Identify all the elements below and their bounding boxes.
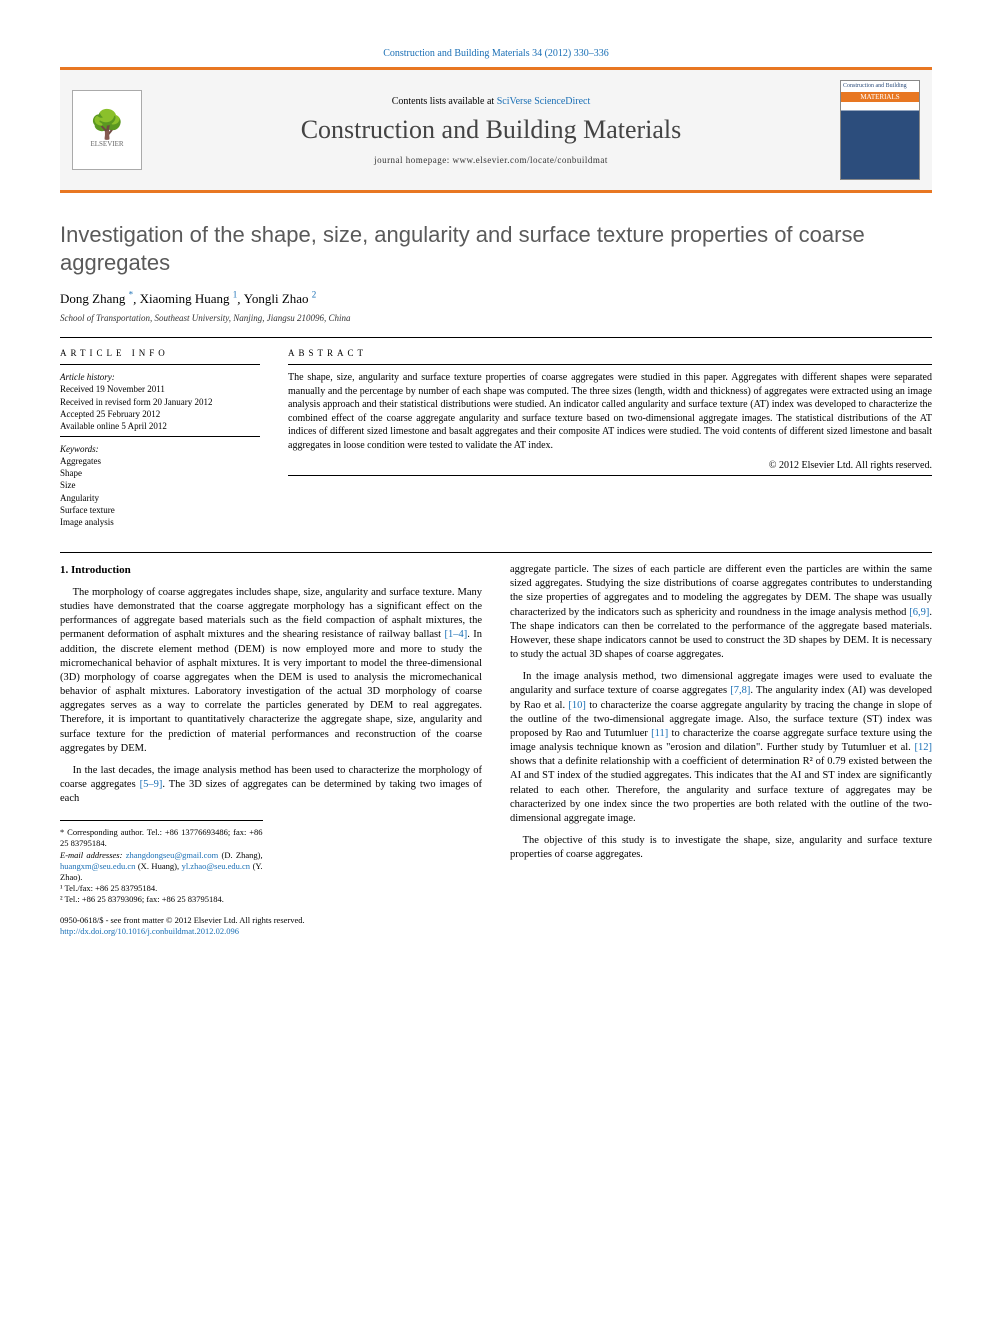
history-revised: Received in revised form 20 January 2012 — [60, 397, 212, 407]
body-paragraph: The objective of this study is to invest… — [510, 834, 932, 862]
corresponding-author-note: * Corresponding author. Tel.: +86 137766… — [60, 827, 263, 849]
body-paragraph: The morphology of coarse aggregates incl… — [60, 586, 482, 756]
body-text: 1. Introduction The morphology of coarse… — [60, 563, 932, 905]
publisher-name: ELSEVIER — [90, 140, 123, 148]
author-3: Yongli Zhao 2 — [244, 291, 317, 306]
divider — [60, 552, 932, 553]
body-paragraph: In the last decades, the image analysis … — [60, 764, 482, 807]
citation-link[interactable]: [12] — [915, 742, 933, 753]
citation-link[interactable]: [10] — [568, 700, 586, 711]
journal-masthead: 🌳 ELSEVIER Contents lists available at S… — [60, 67, 932, 193]
abstract-column: ABSTRACT The shape, size, angularity and… — [288, 348, 932, 528]
journal-name: Construction and Building Materials — [142, 115, 840, 145]
email-who: (X. Huang) — [138, 861, 177, 871]
journal-homepage-line: journal homepage: www.elsevier.com/locat… — [142, 155, 840, 165]
email-label: E-mail addresses: — [60, 850, 126, 860]
keyword-item: Aggregates — [60, 456, 101, 466]
email-who: (D. Zhang) — [222, 850, 261, 860]
keyword-item: Size — [60, 480, 76, 490]
author-2-mark[interactable]: 1 — [233, 290, 238, 300]
contents-available-line: Contents lists available at SciVerse Sci… — [142, 96, 840, 107]
keyword-item: Angularity — [60, 493, 99, 503]
citation-link[interactable]: [1–4] — [444, 629, 467, 640]
keywords-label: Keywords: — [60, 444, 99, 454]
footnote-2: ² Tel.: +86 25 83793096; fax: +86 25 837… — [60, 894, 263, 905]
abstract-copyright: © 2012 Elsevier Ltd. All rights reserved… — [288, 460, 932, 471]
affiliation: School of Transportation, Southeast Univ… — [60, 313, 932, 323]
history-received: Received 19 November 2011 — [60, 384, 165, 394]
article-info-column: ARTICLE INFO Article history: Received 1… — [60, 348, 260, 528]
author-list: Dong Zhang *, Xiaoming Huang 1, Yongli Z… — [60, 290, 932, 307]
article-title: Investigation of the shape, size, angula… — [60, 221, 932, 276]
journal-cover-thumbnail: Construction and Building MATERIALS — [840, 80, 920, 180]
elsevier-tree-icon: 🌳 — [90, 112, 125, 140]
email-link[interactable]: zhangdongseu@gmail.com — [126, 850, 219, 860]
email-link[interactable]: huangxm@seu.edu.cn — [60, 861, 135, 871]
author-2: Xiaoming Huang 1 — [140, 291, 238, 306]
issn-line: 0950-0618/$ - see front matter © 2012 El… — [60, 915, 305, 926]
keyword-item: Surface texture — [60, 505, 115, 515]
body-paragraph: In the image analysis method, two dimens… — [510, 670, 932, 826]
citation-link[interactable]: [7,8] — [730, 685, 750, 696]
keyword-item: Image analysis — [60, 517, 114, 527]
body-paragraph: aggregate particle. The sizes of each pa… — [510, 563, 932, 662]
author-3-mark[interactable]: 2 — [312, 290, 317, 300]
contents-prefix: Contents lists available at — [392, 96, 497, 107]
history-online: Available online 5 April 2012 — [60, 421, 167, 431]
author-1-mark[interactable]: * — [129, 290, 134, 300]
header-citation-link[interactable]: Construction and Building Materials 34 (… — [383, 48, 609, 59]
article-info-label: ARTICLE INFO — [60, 348, 260, 358]
abstract-text: The shape, size, angularity and surface … — [288, 371, 932, 452]
doi-link[interactable]: http://dx.doi.org/10.1016/j.conbuildmat.… — [60, 926, 239, 936]
citation-link[interactable]: [6,9] — [909, 607, 929, 618]
page-footer: 0950-0618/$ - see front matter © 2012 El… — [60, 915, 932, 937]
elsevier-logo: 🌳 ELSEVIER — [72, 90, 142, 170]
divider — [60, 337, 932, 338]
history-label: Article history: — [60, 372, 115, 382]
citation-link[interactable]: [11] — [651, 728, 668, 739]
homepage-url[interactable]: www.elsevier.com/locate/conbuildmat — [453, 155, 608, 165]
cover-title-top: Construction and Building — [841, 81, 919, 92]
footnotes: * Corresponding author. Tel.: +86 137766… — [60, 820, 263, 904]
abstract-label: ABSTRACT — [288, 348, 932, 358]
sciencedirect-link[interactable]: SciVerse ScienceDirect — [497, 96, 591, 107]
email-line: E-mail addresses: zhangdongseu@gmail.com… — [60, 850, 263, 883]
cover-title-mat: MATERIALS — [841, 92, 919, 102]
history-accepted: Accepted 25 February 2012 — [60, 409, 160, 419]
keyword-item: Shape — [60, 468, 82, 478]
footnote-1: ¹ Tel./fax: +86 25 83795184. — [60, 883, 263, 894]
homepage-prefix: journal homepage: — [374, 155, 452, 165]
running-header: Construction and Building Materials 34 (… — [60, 48, 932, 59]
author-1: Dong Zhang * — [60, 291, 133, 306]
section-heading: 1. Introduction — [60, 563, 482, 578]
email-link[interactable]: yl.zhao@seu.edu.cn — [182, 861, 251, 871]
citation-link[interactable]: [5–9] — [140, 779, 163, 790]
